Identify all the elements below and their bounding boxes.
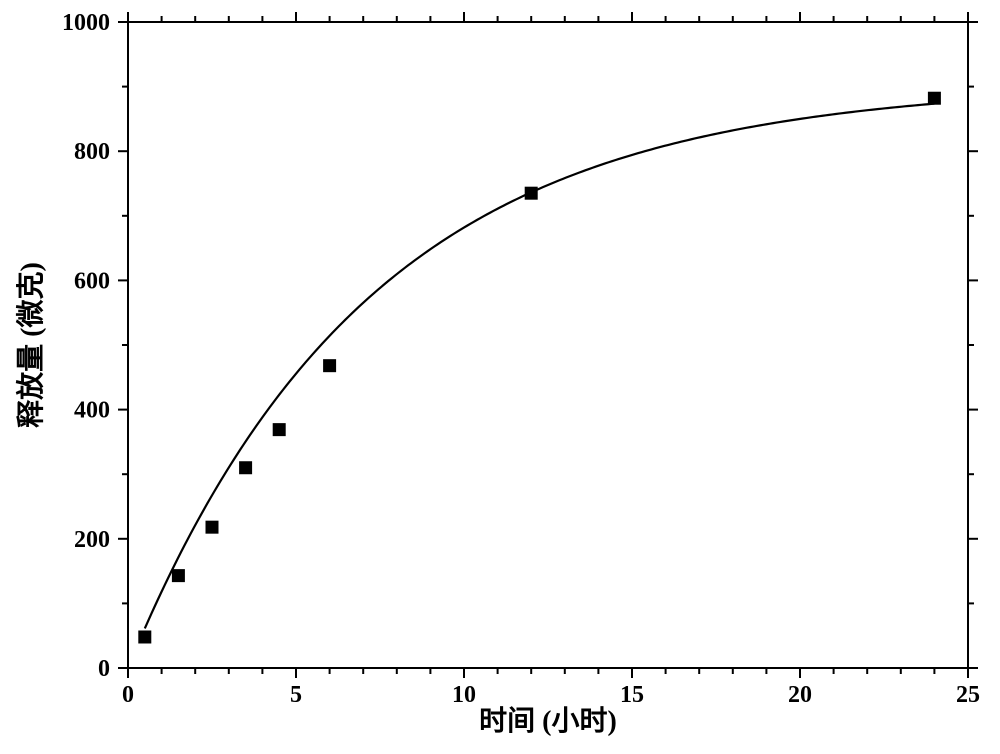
plot-frame [128, 22, 968, 668]
y-tick-label: 400 [74, 398, 110, 424]
x-tick-label: 20 [788, 682, 812, 708]
x-axis-label: 时间 (小时) [479, 705, 617, 737]
data-marker [139, 631, 151, 643]
fit-curve [145, 104, 935, 629]
x-tick-label: 0 [122, 682, 134, 708]
data-marker [172, 570, 184, 582]
data-marker [240, 462, 252, 474]
data-marker [525, 187, 537, 199]
data-marker [273, 424, 285, 436]
y-tick-label: 1000 [62, 10, 110, 36]
data-marker [206, 521, 218, 533]
y-axis-label: 释放量 (微克) [14, 262, 47, 428]
chart-svg: 0 5 10 15 20 25 0 200 400 600 800 1000 时间 (小时) 释放量 (微… [0, 0, 1000, 754]
y-tick-label: 600 [74, 268, 110, 294]
x-tick-label: 15 [620, 682, 644, 708]
y-tick-label: 800 [74, 139, 110, 165]
data-marker [928, 92, 940, 104]
chart-container: 0 5 10 15 20 25 0 200 400 600 800 1000 时间 (小时) 释放量 (微… [0, 0, 1000, 754]
x-tick-label: 25 [956, 682, 980, 708]
x-tick-label: 10 [452, 682, 476, 708]
data-marker [324, 360, 336, 372]
y-tick-label: 200 [74, 527, 110, 553]
x-tick-label: 5 [290, 682, 302, 708]
y-tick-label: 0 [98, 656, 110, 682]
